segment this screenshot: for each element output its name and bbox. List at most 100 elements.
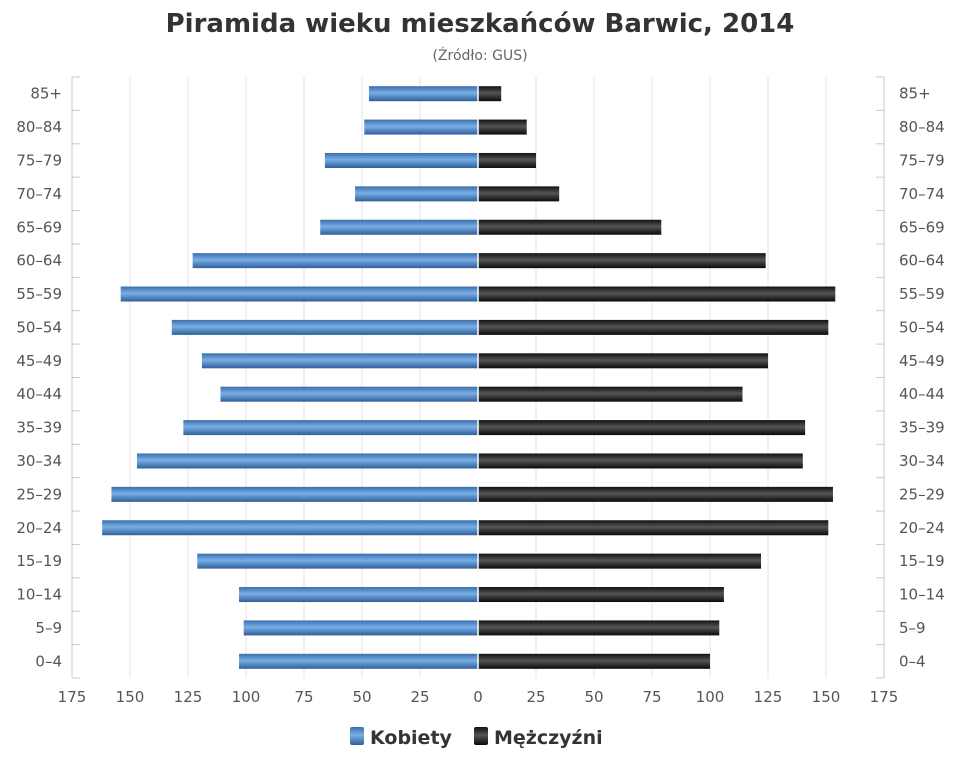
legend-swatch-mezczyzni: [474, 727, 488, 745]
category-label-left: 55–59: [16, 285, 62, 303]
bar-mezczyzni-50–54[interactable]: [478, 319, 829, 335]
category-label-right: 65–69: [899, 218, 945, 236]
category-label-right: 20–24: [899, 519, 945, 537]
category-label-left: 30–34: [16, 452, 62, 470]
category-label-left: 80–84: [16, 118, 62, 136]
category-label-right: 35–39: [899, 419, 945, 437]
bar-mezczyzni-35–39[interactable]: [478, 420, 806, 436]
x-tick-label: 75: [294, 688, 313, 706]
bar-mezczyzni-5–9[interactable]: [478, 620, 720, 636]
category-label-left: 85+: [30, 85, 62, 103]
bar-kobiety-60–64[interactable]: [192, 253, 478, 269]
x-tick-labels: 175 150 125 100 75 50 25 0 25 50 75 100 125 150 175: [58, 688, 899, 706]
category-label-right: 50–54: [899, 318, 945, 336]
bar-mezczyzni-10–14[interactable]: [478, 587, 724, 603]
category-label-right: 40–44: [899, 385, 945, 403]
category-label-left: 45–49: [16, 352, 62, 370]
bar-mezczyzni-40–44[interactable]: [478, 386, 743, 402]
bar-kobiety-10–14[interactable]: [239, 587, 478, 603]
bar-kobiety-85+[interactable]: [368, 86, 478, 102]
bar-kobiety-65–69[interactable]: [320, 219, 478, 235]
legend[interactable]: Kobiety Mężczyźni: [350, 727, 603, 749]
category-label-left: 60–64: [16, 252, 62, 270]
category-label-left: 15–19: [16, 552, 62, 570]
grid-lines: [71, 77, 885, 678]
bar-kobiety-20–24[interactable]: [102, 520, 478, 536]
category-labels: 0–4 0–4 5–9 5–9 10–14 10–14 15–19 15–19 20–24 20–…: [16, 85, 944, 671]
x-tick-label: 50: [352, 688, 371, 706]
bar-kobiety-25–29[interactable]: [111, 486, 478, 502]
category-label-left: 70–74: [16, 185, 62, 203]
legend-item-kobiety[interactable]: Kobiety: [350, 727, 453, 749]
bar-mezczyzni-45–49[interactable]: [478, 353, 768, 369]
category-label-left: 25–29: [16, 485, 62, 503]
bar-kobiety-15–19[interactable]: [197, 553, 478, 569]
category-label-left: 65–69: [16, 218, 62, 236]
bar-mezczyzni-80–84[interactable]: [478, 119, 527, 135]
category-label-right: 15–19: [899, 552, 945, 570]
x-tick-label: 25: [526, 688, 545, 706]
chart-title: Piramida wieku mieszkańców Barwic, 2014: [166, 9, 795, 39]
category-label-left: 40–44: [16, 385, 62, 403]
axes: [71, 76, 885, 679]
bar-mezczyzni-25–29[interactable]: [478, 486, 833, 502]
bar-kobiety-0–4[interactable]: [239, 653, 478, 669]
x-tick-label: 100: [232, 688, 261, 706]
bar-mezczyzni-55–59[interactable]: [478, 286, 836, 302]
category-label-right: 5–9: [899, 619, 926, 637]
category-label-right: 70–74: [899, 185, 945, 203]
legend-label-kobiety: Kobiety: [370, 727, 453, 749]
bar-kobiety-70–74[interactable]: [355, 186, 478, 202]
category-label-left: 75–79: [16, 151, 62, 169]
bar-kobiety-5–9[interactable]: [243, 620, 478, 636]
x-tick-label: 25: [410, 688, 429, 706]
bar-mezczyzni-20–24[interactable]: [478, 520, 829, 536]
category-label-right: 0–4: [899, 652, 926, 670]
category-label-right: 25–29: [899, 485, 945, 503]
bar-mezczyzni-70–74[interactable]: [478, 186, 560, 202]
category-label-left: 20–24: [16, 519, 62, 537]
category-label-left: 5–9: [35, 619, 62, 637]
category-label-right: 80–84: [899, 118, 945, 136]
category-label-right: 85+: [899, 85, 931, 103]
legend-label-mezczyzni: Mężczyźni: [494, 727, 603, 749]
bar-kobiety-30–34[interactable]: [136, 453, 478, 469]
bar-kobiety-35–39[interactable]: [183, 420, 479, 436]
category-label-right: 75–79: [899, 151, 945, 169]
category-label-right: 10–14: [899, 586, 945, 604]
bar-mezczyzni-85+[interactable]: [478, 86, 502, 102]
bar-mezczyzni-0–4[interactable]: [478, 653, 710, 669]
bars: [102, 77, 836, 678]
x-tick-label: 50: [584, 688, 603, 706]
category-label-right: 45–49: [899, 352, 945, 370]
bar-mezczyzni-75–79[interactable]: [478, 152, 536, 168]
bar-kobiety-80–84[interactable]: [364, 119, 478, 135]
x-tick-label: 175: [870, 688, 899, 706]
bar-mezczyzni-15–19[interactable]: [478, 553, 762, 569]
bar-mezczyzni-30–34[interactable]: [478, 453, 803, 469]
x-tick-label: 100: [696, 688, 725, 706]
x-tick-label: 0: [473, 688, 483, 706]
bar-kobiety-55–59[interactable]: [120, 286, 478, 302]
category-label-left: 10–14: [16, 586, 62, 604]
category-label-left: 0–4: [35, 652, 62, 670]
category-label-right: 55–59: [899, 285, 945, 303]
category-label-left: 50–54: [16, 318, 62, 336]
bar-mezczyzni-60–64[interactable]: [478, 253, 766, 269]
x-tick-label: 175: [58, 688, 87, 706]
x-tick-label: 150: [116, 688, 145, 706]
category-label-right: 60–64: [899, 252, 945, 270]
bar-mezczyzni-65–69[interactable]: [478, 219, 662, 235]
category-label-left: 35–39: [16, 419, 62, 437]
legend-item-mezczyzni[interactable]: Mężczyźni: [474, 727, 603, 749]
legend-swatch-kobiety: [350, 727, 364, 745]
category-label-right: 30–34: [899, 452, 945, 470]
bar-kobiety-40–44[interactable]: [220, 386, 479, 402]
bar-kobiety-50–54[interactable]: [171, 319, 478, 335]
bar-kobiety-75–79[interactable]: [324, 152, 478, 168]
bar-kobiety-45–49[interactable]: [201, 353, 479, 369]
x-tick-label: 125: [754, 688, 783, 706]
x-tick-label: 75: [642, 688, 661, 706]
chart-subtitle: (Źródło: GUS): [432, 46, 527, 64]
